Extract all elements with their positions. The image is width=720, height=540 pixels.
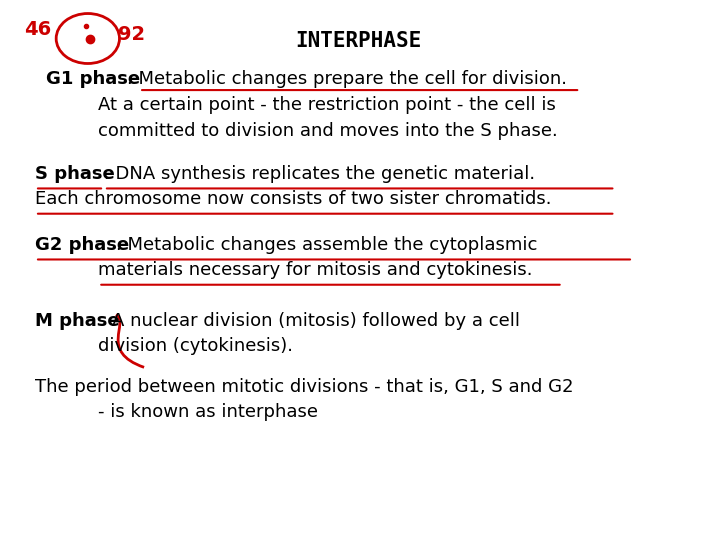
Text: M phase: M phase [35,312,120,330]
Text: . Metabolic changes assemble the cytoplasmic: . Metabolic changes assemble the cytopla… [116,236,537,254]
Text: Each chromosome now consists of two sister chromatids.: Each chromosome now consists of two sist… [35,190,552,208]
Text: A nuclear division (mitosis) followed by a cell: A nuclear division (mitosis) followed by… [112,312,521,330]
Text: At a certain point - the restriction point - the cell is: At a certain point - the restriction poi… [99,96,557,114]
Text: division (cytokinesis).: division (cytokinesis). [99,338,293,355]
Text: - is known as interphase: - is known as interphase [99,403,318,421]
Text: INTERPHASE: INTERPHASE [295,31,422,51]
Text: G2 phase: G2 phase [35,236,129,254]
Text: . Metabolic changes prepare the cell for division.: . Metabolic changes prepare the cell for… [127,70,567,88]
Text: S phase: S phase [35,165,114,183]
Text: G1 phase: G1 phase [45,70,140,88]
Text: The period between mitotic divisions - that is, G1, S and G2: The period between mitotic divisions - t… [35,378,574,396]
Text: 92: 92 [118,25,145,44]
Text: 46: 46 [24,20,52,39]
Text: . DNA synthesis replicates the genetic material.: . DNA synthesis replicates the genetic m… [104,165,535,183]
Text: committed to division and moves into the S phase.: committed to division and moves into the… [99,122,558,140]
Text: materials necessary for mitosis and cytokinesis.: materials necessary for mitosis and cyto… [99,261,533,279]
